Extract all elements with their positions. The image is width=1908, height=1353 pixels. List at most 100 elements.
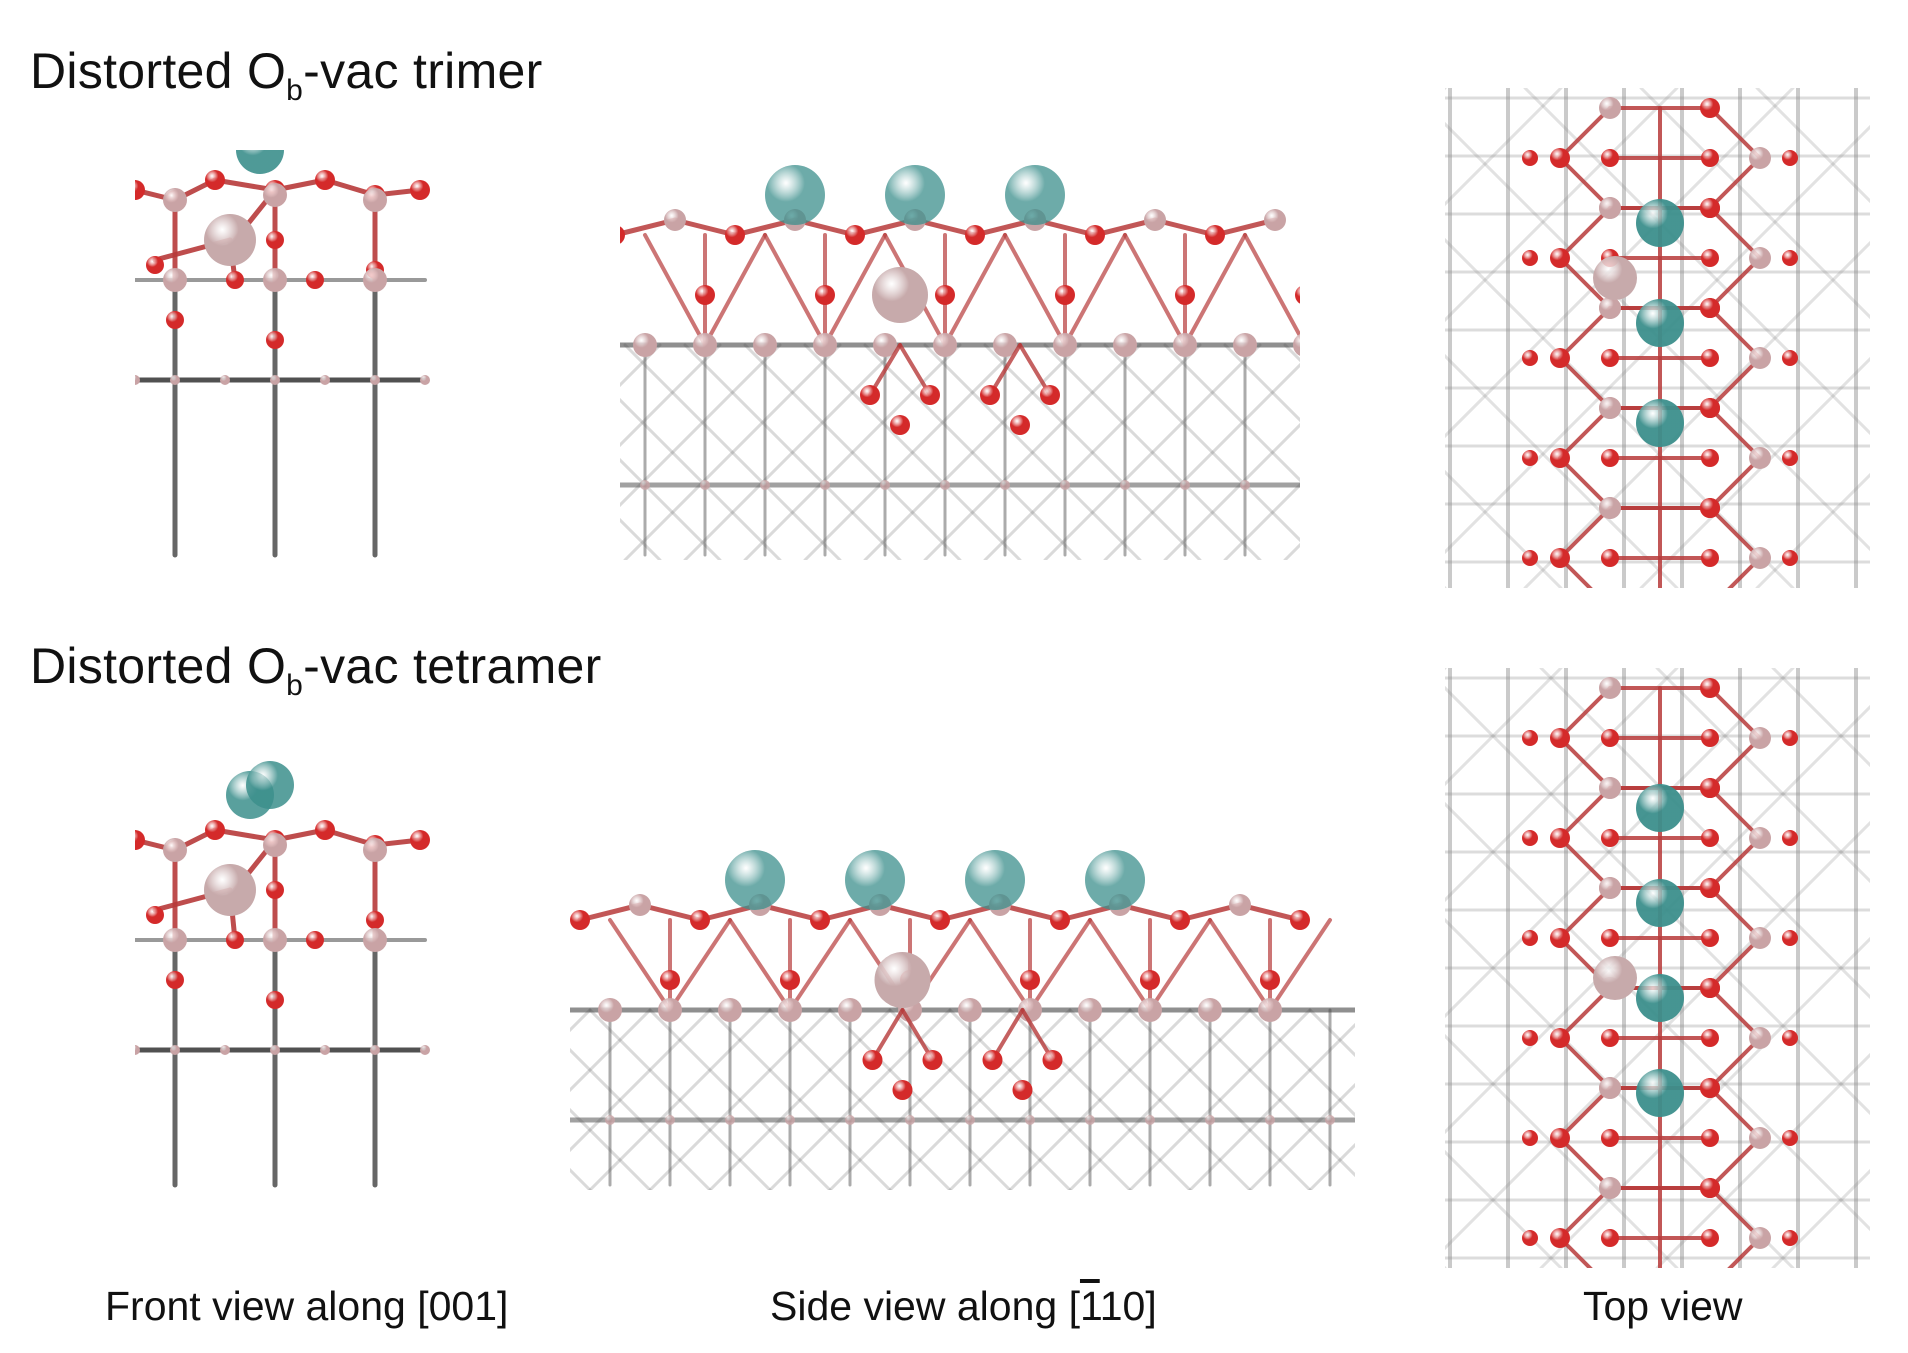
metal-atom xyxy=(1293,334,1300,356)
oxygen-atom xyxy=(166,311,184,329)
oxygen-atom xyxy=(620,226,625,244)
row-title-tetramer: Distorted Ob-vac tetramer xyxy=(30,638,602,702)
bulk-bond xyxy=(1223,482,1300,560)
oxygen-atom xyxy=(1701,1129,1719,1147)
bulk-atom xyxy=(270,1045,280,1055)
hexagon-bond xyxy=(1708,356,1762,410)
bulk-atom xyxy=(135,375,140,385)
bulk-bond xyxy=(648,1008,832,1190)
oxygen-atom xyxy=(315,820,335,840)
oxygen-atom xyxy=(366,911,384,929)
bond xyxy=(943,233,1007,347)
hexagon-bond xyxy=(1708,686,1762,740)
bulk-bond xyxy=(1128,1008,1312,1190)
metal-atom xyxy=(958,998,982,1022)
bulk-atom xyxy=(370,375,380,385)
oxygen-atom xyxy=(1700,1078,1720,1098)
bulk-bond xyxy=(863,343,1082,560)
lattice-bond xyxy=(1445,820,1870,1251)
oxygen-atom xyxy=(1295,286,1300,304)
metal-atom xyxy=(1599,777,1621,799)
bulk-atom xyxy=(370,1045,380,1055)
oxygen-atom xyxy=(920,385,940,405)
lattice-bond xyxy=(1755,472,1870,588)
oxygen-atom xyxy=(1782,1230,1798,1246)
oxygen-atom xyxy=(1700,498,1720,518)
oxygen-atom xyxy=(205,170,225,190)
metal-atom xyxy=(1173,333,1197,357)
lattice-bond xyxy=(1445,469,1563,588)
oxygen-atom xyxy=(1782,250,1798,266)
bulk-bond xyxy=(570,1047,712,1190)
metal-atom xyxy=(363,928,387,952)
bulk-bond xyxy=(683,343,902,560)
metal-atom xyxy=(1198,998,1222,1022)
bulk-bond xyxy=(708,1008,892,1190)
bulk-atom xyxy=(420,1045,430,1055)
hexagon-bond xyxy=(1558,836,1612,890)
metal-atom xyxy=(1599,877,1621,899)
bulk-bond xyxy=(1103,343,1300,543)
oxygen-atom xyxy=(135,830,145,850)
oxygen-atom xyxy=(410,180,430,200)
bulk-atom xyxy=(270,375,280,385)
lattice-bond xyxy=(1445,917,1795,1268)
oxygen-atom xyxy=(1055,285,1075,305)
bulk-bond xyxy=(1043,343,1262,560)
oxygen-atom xyxy=(1700,978,1720,998)
oxygen-atom xyxy=(1782,450,1798,466)
hexagon-bond xyxy=(1708,1086,1762,1140)
bulk-bond xyxy=(803,343,1022,560)
bulk-bond xyxy=(1308,1142,1355,1190)
oxygen-atom xyxy=(135,180,145,200)
bulk-atom xyxy=(1205,1115,1215,1125)
hexagon-bond xyxy=(1558,1186,1612,1240)
bulk-bond xyxy=(1008,1008,1192,1190)
oxygen-atom xyxy=(146,256,164,274)
hexagon-bond xyxy=(1708,406,1762,460)
bond xyxy=(608,918,672,1012)
bulk-bond xyxy=(620,457,722,560)
hexagon-bond xyxy=(1708,306,1762,360)
hexagon-bond xyxy=(1558,1086,1612,1140)
bulk-atom xyxy=(1000,480,1010,490)
lattice-bond xyxy=(1539,936,1870,1268)
bulk-bond xyxy=(743,343,962,560)
hexagon-bond xyxy=(1558,106,1612,160)
oxygen-atom xyxy=(1782,930,1798,946)
bulk-bond xyxy=(623,343,842,560)
lattice-bond xyxy=(1655,1052,1870,1268)
oxygen-atom xyxy=(1522,830,1538,846)
hexagon-bond xyxy=(1727,556,1762,588)
hexagon-bond xyxy=(1558,686,1612,740)
metal-atom xyxy=(263,833,287,857)
dopant-atom xyxy=(765,165,825,225)
bulk-bond xyxy=(1248,1008,1355,1118)
metal-atom xyxy=(1749,247,1771,269)
oxygen-atom xyxy=(1175,285,1195,305)
bond xyxy=(763,233,827,347)
bulk-atom xyxy=(760,480,770,490)
bulk-bond xyxy=(570,1008,592,1033)
oxygen-atom xyxy=(1042,1050,1063,1070)
interstitial-metal-atom xyxy=(872,267,928,323)
metal-atom xyxy=(263,268,287,292)
oxygen-atom xyxy=(1601,349,1619,367)
oxygen-atom xyxy=(1601,1229,1619,1247)
hexagon-bond xyxy=(1558,1036,1612,1090)
hexagon-bond xyxy=(1708,156,1762,210)
oxygen-atom xyxy=(1701,1229,1719,1247)
bulk-bond xyxy=(708,1008,892,1190)
bulk-bond xyxy=(983,343,1202,560)
oxygen-atom xyxy=(1700,878,1720,898)
metal-atom xyxy=(933,333,957,357)
metal-atom xyxy=(1599,97,1621,119)
bulk-atom xyxy=(1060,480,1070,490)
metal-atom xyxy=(363,838,387,862)
bulk-atom xyxy=(1085,1115,1095,1125)
oxygen-atom xyxy=(1522,350,1538,366)
bulk-atom xyxy=(220,375,230,385)
bond xyxy=(1063,233,1127,347)
bulk-atom xyxy=(820,480,830,490)
metal-atom xyxy=(163,188,187,212)
